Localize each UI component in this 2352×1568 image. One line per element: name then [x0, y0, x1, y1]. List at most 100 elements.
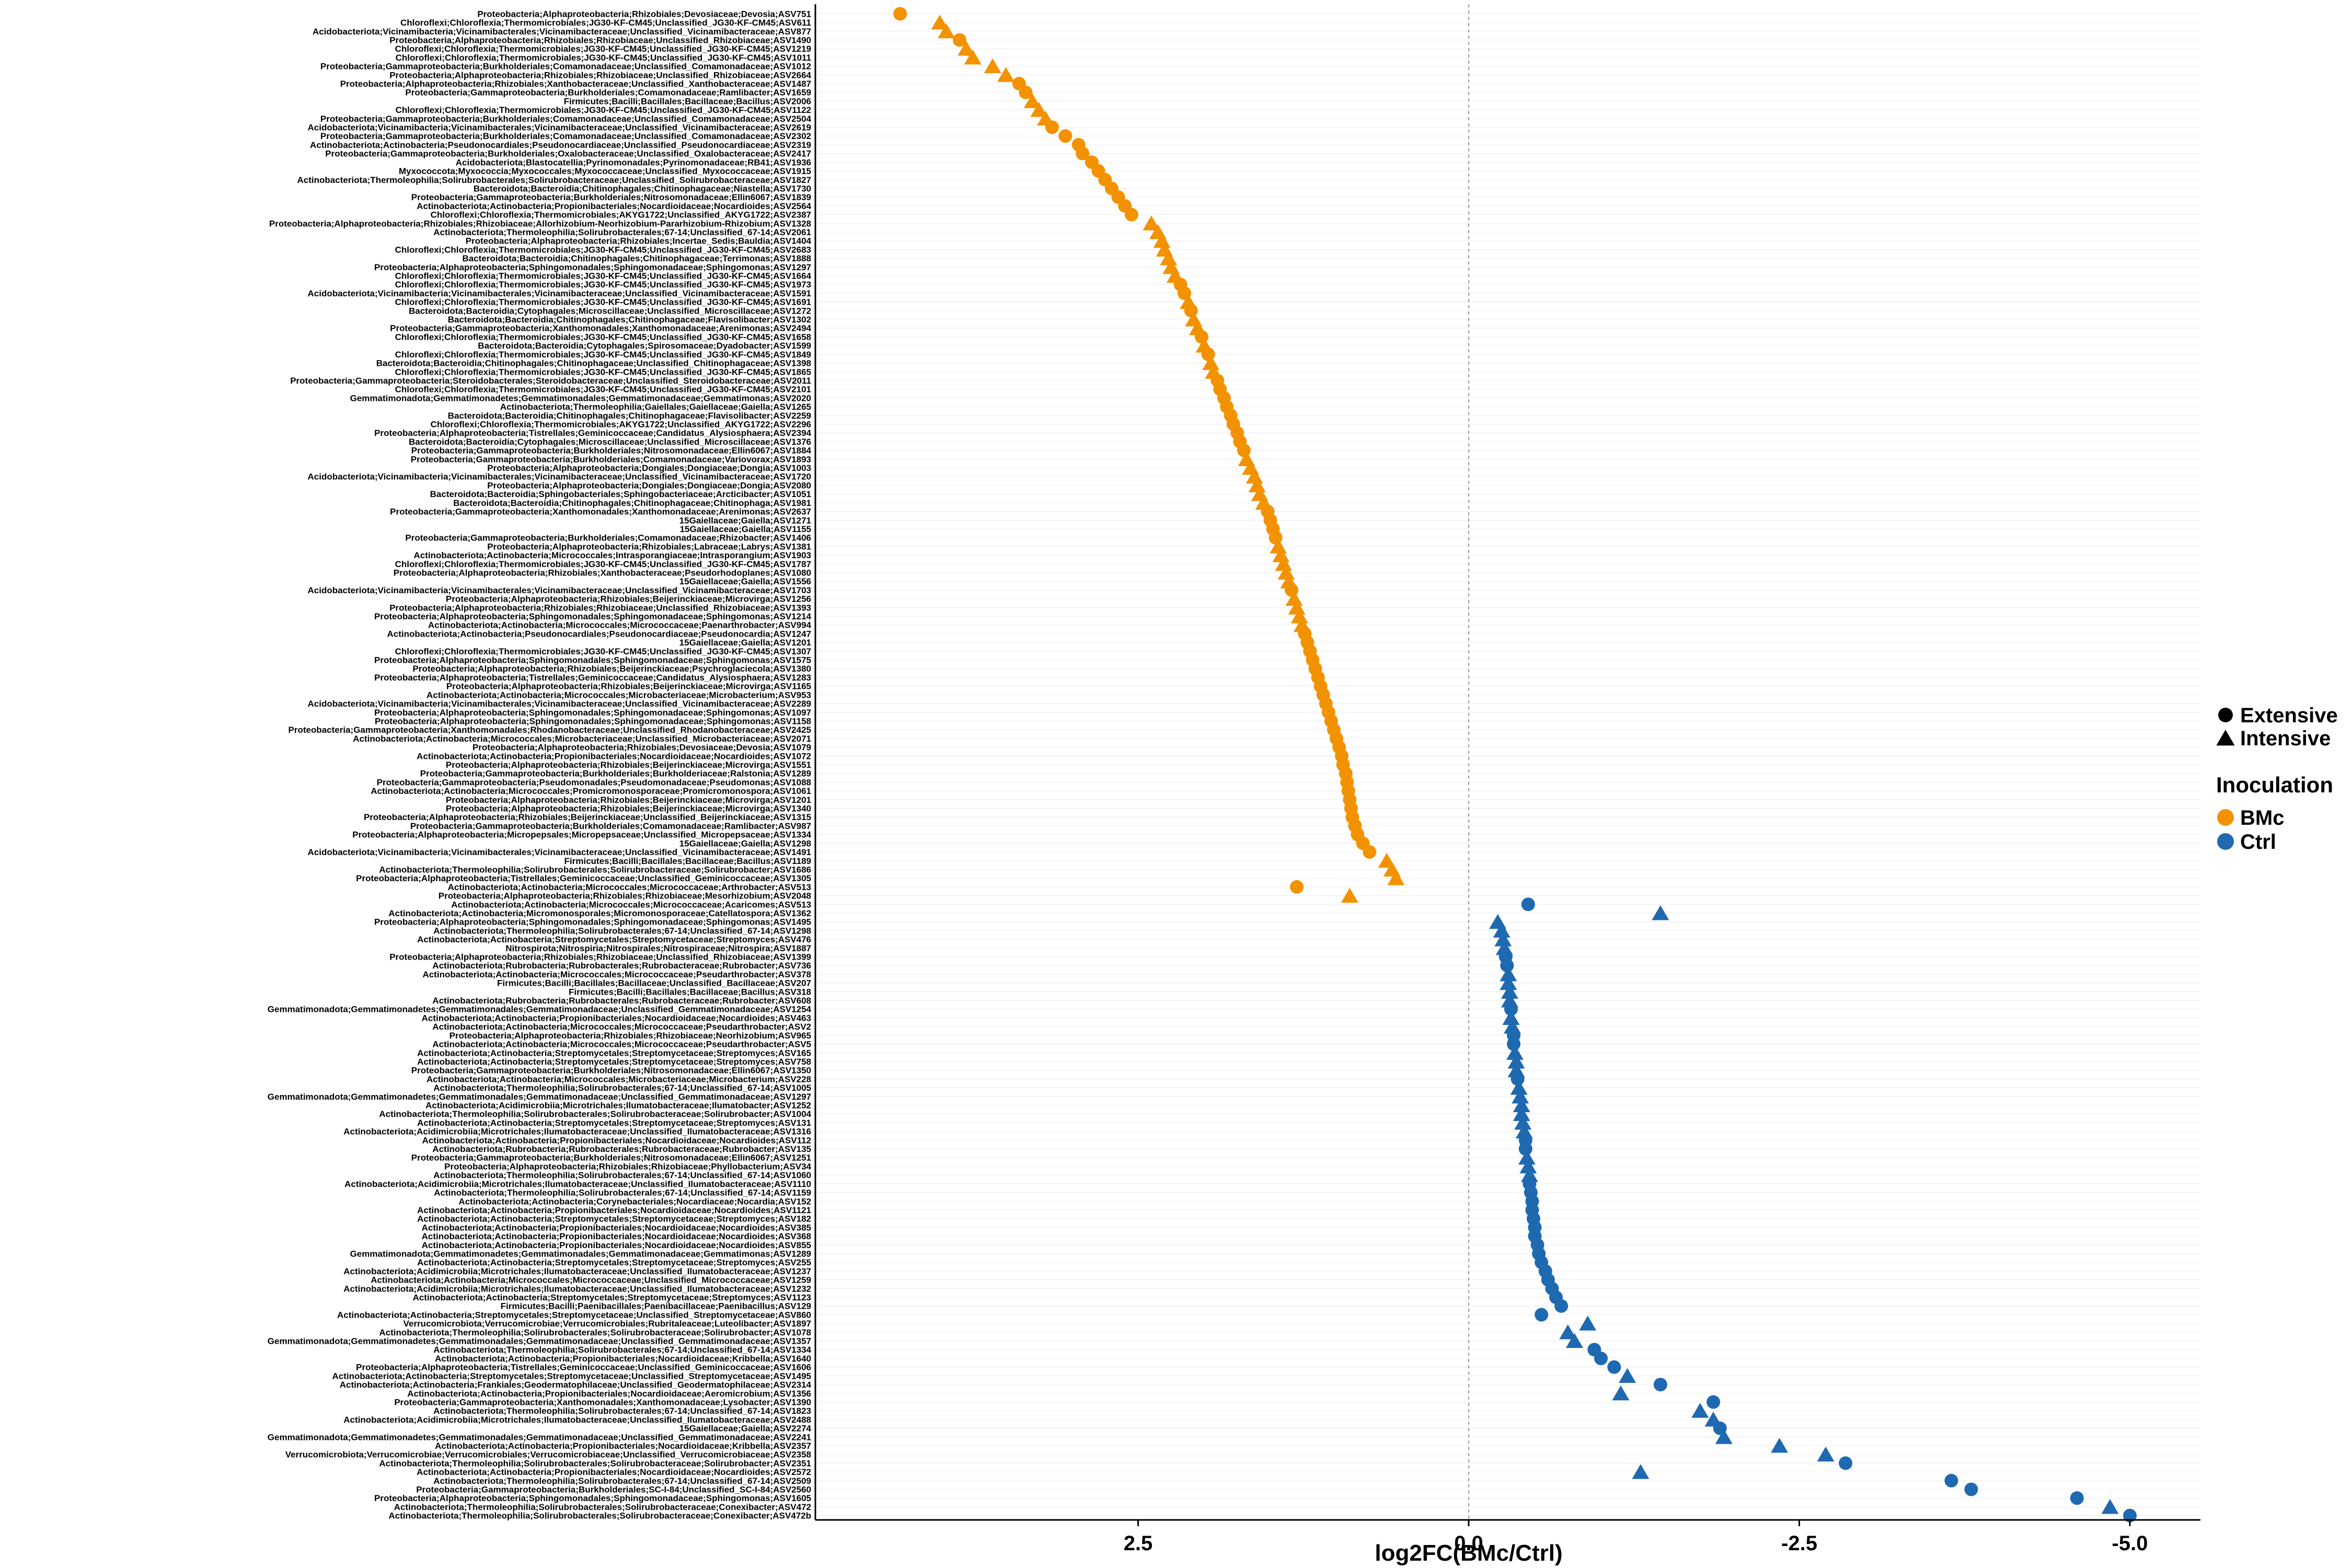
point-ctrl-intensive	[1518, 1149, 1536, 1165]
point-ctrl-extensive	[1653, 1378, 1667, 1392]
taxon-label: Gemmatimonadota;Gemmatimonadetes;Gemmati…	[268, 1005, 812, 1014]
point-ctrl-intensive	[1500, 966, 1517, 982]
taxon-label: Proteobacteria;Gammaproteobacteria;Stero…	[290, 376, 811, 386]
taxon-label: Actinobacteriota;Actinobacteria;Micrococ…	[448, 882, 811, 892]
point-bmc-intensive	[964, 49, 982, 65]
taxon-label: Actinobacteriota;Actinobacteria;Micrococ…	[432, 1040, 811, 1050]
taxon-label: Proteobacteria;Alphaproteobacteria;Rhizo…	[487, 541, 811, 551]
point-bmc-intensive	[1248, 477, 1266, 492]
point-ctrl-extensive	[1511, 1072, 1525, 1086]
taxon-label: Gemmatimonadota;Gemmatimonadetes;Gemmati…	[268, 1432, 811, 1442]
taxon-label: Actinobacteriota;Actinobacteria;Pseudono…	[310, 140, 811, 150]
point-ctrl-extensive	[1839, 1456, 1853, 1470]
taxon-label: Actinobacteriota;Thermoleophilia;Solirub…	[433, 1406, 811, 1416]
taxon-label: Chloroflexi;Chloroflexia;Thermomicrobial…	[395, 332, 811, 342]
point-ctrl-intensive	[1506, 1045, 1524, 1060]
point-ctrl-extensive	[2070, 1491, 2084, 1505]
taxon-label: Actinobacteriota;Thermoleophilia;Gaiella…	[500, 402, 811, 412]
taxon-label: Firmicutes;Bacilli;Bacillales;Bacillacea…	[564, 96, 811, 106]
taxon-label: Actinobacteriota;Rubrobacteria;Rubrobact…	[432, 996, 811, 1006]
taxon-label: Actinobacteriota;Actinobacteria;Streptom…	[417, 1118, 811, 1128]
y-axis-taxon-labels: Proteobacteria;Alphaproteobacteria;Rhizo…	[268, 9, 812, 1520]
taxon-label: Proteobacteria;Alphaproteobacteria;Rhizo…	[389, 70, 811, 80]
taxon-label: Proteobacteria;Alphaproteobacteria;Micro…	[352, 830, 811, 840]
legend-label-ctrl: Ctrl	[2240, 831, 2276, 854]
taxon-label: Actinobacteriota;Thermoleophilia;Solirub…	[297, 175, 811, 185]
point-bmc-extensive	[1363, 845, 1377, 859]
taxon-label: Proteobacteria;Alphaproteobacteria;Rhizo…	[439, 891, 811, 901]
taxon-label: Gemmatimonadota;Gemmatimonadetes;Gemmati…	[350, 393, 811, 403]
taxon-label: Chloroflexi;Chloroflexia;Thermomicrobial…	[395, 271, 812, 281]
point-ctrl-extensive	[1518, 1142, 1532, 1156]
taxon-label: Actinobacteriota;Actinobacteria;Propioni…	[422, 1013, 811, 1023]
taxon-label: Firmicutes;Bacilli;Bacillales;Bacillacea…	[497, 978, 811, 988]
taxon-label: Proteobacteria;Alphaproteobacteria;Rhizo…	[394, 568, 811, 578]
point-ctrl-extensive	[1944, 1473, 1958, 1488]
point-bmc-intensive	[931, 15, 949, 30]
taxon-label: Proteobacteria;Gammaproteobacteria;Burkh…	[405, 533, 811, 543]
taxon-label: Actinobacteriota;Actinobacteria;Propioni…	[422, 1240, 811, 1250]
point-bmc-intensive	[1160, 250, 1178, 266]
taxon-label: Proteobacteria;Alphaproteobacteria;Rhizo…	[269, 218, 811, 228]
point-ctrl-intensive	[1502, 1010, 1520, 1025]
taxon-label: Proteobacteria;Alphaproteobacteria;Dongi…	[487, 463, 811, 473]
taxon-label: Actinobacteriota;Thermoleophilia;Solirub…	[433, 1170, 811, 1180]
taxon-label: Actinobacteriota;Actinobacteria;Micrococ…	[371, 1275, 811, 1285]
taxon-label: Actinobacteriota;Acidimicrobiia;Microtri…	[425, 1101, 811, 1111]
taxon-label: 15Gaiellaceae;Gaiella;ASV1201	[679, 638, 811, 648]
point-ctrl-intensive	[1691, 1403, 1709, 1418]
taxon-label: Acidobacteriota;Vicinamibacteria;Vicinam…	[307, 847, 811, 857]
taxon-label: Proteobacteria;Alphaproteobacteria;Rhizo…	[444, 1161, 811, 1171]
taxon-label: Actinobacteriota;Thermoleophilia;Solirub…	[434, 1188, 811, 1198]
taxon-label: Actinobacteriota;Acidimicrobiia;Microtri…	[343, 1415, 811, 1425]
taxon-label: Proteobacteria;Alphaproteobacteria;Sphin…	[374, 612, 812, 621]
taxon-label: Actinobacteriota;Actinobacteria;Pseudono…	[387, 629, 811, 639]
taxon-label: Actinobacteriota;Acidimicrobiia;Microtri…	[343, 1284, 811, 1294]
point-bmc-intensive	[1030, 102, 1048, 117]
taxon-label: Actinobacteriota;Actinobacteria;Propioni…	[435, 1354, 811, 1364]
taxon-label: Proteobacteria;Gammaproteobacteria;Burkh…	[405, 88, 811, 98]
point-bmc-extensive	[1076, 146, 1090, 160]
taxon-label: Chloroflexi;Chloroflexia;Thermomicrobial…	[395, 559, 811, 569]
taxon-label: Actinobacteriota;Actinobacteria;Propioni…	[417, 751, 811, 761]
point-ctrl-intensive	[1559, 1324, 1577, 1340]
taxon-label: Proteobacteria;Alphaproteobacteria;Rhizo…	[472, 743, 811, 753]
taxon-label: Actinobacteriota;Actinobacteria;Streptom…	[413, 1293, 811, 1302]
taxon-label: Chloroflexi;Chloroflexia;Thermomicrobial…	[396, 105, 811, 115]
taxon-label: Actinobacteriota;Actinobacteria;Propioni…	[435, 1441, 811, 1451]
legend-title: Inoculation	[2216, 773, 2333, 797]
point-ctrl-intensive	[1494, 931, 1512, 947]
point-ctrl-extensive	[1707, 1395, 1721, 1409]
taxon-label: Acidobacteriota;Vicinamibacteria;Vicinam…	[307, 123, 811, 133]
taxon-label: 15Gaiellaceae;Gaiella;ASV1556	[679, 577, 811, 586]
taxon-label: Actinobacteriota;Actinobacteria;Propioni…	[417, 1467, 811, 1477]
point-bmc-intensive	[1270, 538, 1287, 554]
taxon-label: Actinobacteriota;Acidimicrobiia;Microtri…	[343, 1266, 811, 1276]
taxon-label: Proteobacteria;Alphaproteobacteria;Rhizo…	[364, 812, 811, 822]
taxon-label: Actinobacteriota;Thermoleophilia;Solirub…	[379, 1458, 811, 1468]
taxon-label: Proteobacteria;Alphaproteobacteria;Rhizo…	[466, 236, 812, 246]
taxon-label: Chloroflexi;Chloroflexia;Thermomicrobial…	[395, 297, 811, 307]
point-bmc-intensive	[1288, 599, 1306, 615]
point-ctrl-intensive	[1512, 1088, 1529, 1104]
taxon-label: Proteobacteria;Alphaproteobacteria;Sphin…	[374, 1493, 811, 1503]
taxon-label: Chloroflexi;Chloroflexia;Thermomicrobial…	[395, 350, 811, 360]
taxon-label: Proteobacteria;Gammaproteobacteria;Burkh…	[325, 149, 811, 159]
point-ctrl-intensive	[1817, 1446, 1835, 1462]
taxon-label: Chloroflexi;Chloroflexia;Thermomicrobial…	[395, 44, 811, 54]
taxon-label: Actinobacteriota;Actinobacteria;Propioni…	[417, 1205, 811, 1215]
point-ctrl-extensive	[1964, 1482, 1978, 1496]
taxon-label: Proteobacteria;Alphaproteobacteria;Rhizo…	[413, 664, 811, 674]
taxon-label: Actinobacteriota;Actinobacteria;Frankial…	[340, 1380, 812, 1390]
point-bmc-intensive	[1202, 355, 1220, 371]
taxon-label: Actinobacteriota;Actinobacteria;Streptom…	[332, 1371, 811, 1381]
x-tick-label: 0.0	[1454, 1532, 1483, 1555]
point-bmc-intensive	[1023, 93, 1041, 108]
legend-key-extensive	[2218, 708, 2233, 722]
taxon-label: Proteobacteria;Alphaproteobacteria;Rhizo…	[389, 952, 811, 962]
point-bmc-extensive	[1124, 207, 1138, 222]
taxon-label: Gemmatimonadota;Gemmatimonadetes;Gemmati…	[268, 1336, 811, 1346]
taxon-label: Actinobacteriota;Actinobacteria;Streptom…	[417, 1258, 811, 1267]
taxon-label: Proteobacteria;Gammaproteobacteria;Xanth…	[289, 725, 812, 735]
